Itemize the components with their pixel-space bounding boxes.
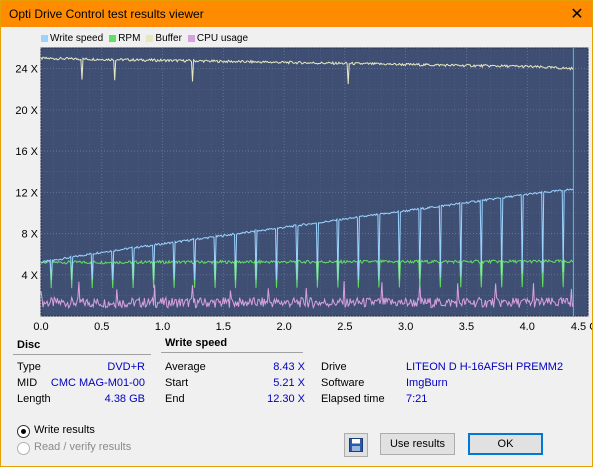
end-value: 12.30 X xyxy=(267,393,305,405)
x-tick-label: 0.5 xyxy=(94,321,109,333)
x-tick-label: 0.0 xyxy=(33,321,48,333)
elapsed-time-label: Elapsed time xyxy=(321,393,385,405)
software-label: Software xyxy=(321,377,365,389)
series-buffer xyxy=(40,56,574,85)
write-results-radio[interactable] xyxy=(17,425,30,438)
legend-item: Buffer xyxy=(146,33,182,44)
legend-item: Write speed xyxy=(41,33,103,44)
disc-length-label: Length xyxy=(17,393,51,405)
close-icon[interactable]: ✕ xyxy=(570,6,584,23)
y-tick-label: 16 X xyxy=(15,146,38,158)
y-tick-label: 8 X xyxy=(21,229,38,241)
legend-item: CPU usage xyxy=(187,33,249,44)
legend-label: CPU usage xyxy=(196,33,249,44)
x-tick-label: 3.0 xyxy=(398,321,413,333)
disc-mid-label: MID xyxy=(17,377,38,389)
legend-label: Buffer xyxy=(155,33,182,44)
drive-label: Drive xyxy=(321,361,347,373)
floppy-disk-icon xyxy=(349,438,363,452)
average-label: Average xyxy=(165,361,206,373)
legend-label: RPM xyxy=(118,33,141,44)
y-tick-label: 4 X xyxy=(21,270,38,282)
y-tick-label: 12 X xyxy=(15,187,38,199)
read-verify-label[interactable]: Read / verify results xyxy=(34,441,132,453)
x-tick-label: 3.5 xyxy=(459,321,474,333)
legend-swatch xyxy=(187,34,195,42)
y-tick-label: 20 X xyxy=(15,105,38,117)
write-speed-section-title: Write speed xyxy=(165,337,228,349)
legend-swatch xyxy=(41,34,48,42)
x-tick-label: 4.5 GB xyxy=(571,321,592,333)
average-value: 8.43 X xyxy=(273,361,305,373)
disc-mid-value: CMC MAG-M01-00 xyxy=(50,377,145,389)
x-tick-label: 1.5 xyxy=(216,321,231,333)
series-cpu-usage xyxy=(40,281,574,310)
chart-area: 24 X 20 X 16 X 12 X 8 X 4 X 0.0 0.5 1.0 1.5 2.0 2.5… xyxy=(1,28,592,336)
disc-divider xyxy=(13,354,151,355)
start-label: Start xyxy=(165,377,189,389)
legend-swatch xyxy=(109,34,117,42)
legend-swatch xyxy=(146,34,154,42)
disc-section-title: Disc xyxy=(17,339,41,351)
drive-value: LITEON D H-16AFSH PREMM2 xyxy=(406,361,564,373)
x-tick-label: 1.0 xyxy=(155,321,170,333)
series-rpm xyxy=(40,258,574,289)
disc-length-value: 4.38 GB xyxy=(104,393,145,405)
window-title: Opti Drive Control test results viewer xyxy=(9,7,204,21)
end-label: End xyxy=(165,393,185,405)
disc-type-value: DVD+R xyxy=(107,361,145,373)
y-tick-label: 24 X xyxy=(15,64,38,76)
x-tick-label: 2.0 xyxy=(276,321,291,333)
write-speed-divider xyxy=(161,352,303,353)
series-write-speed xyxy=(40,188,574,280)
use-results-button[interactable]: Use results xyxy=(380,433,455,455)
elapsed-time-value: 7:21 xyxy=(406,393,428,405)
disc-type-label: Type xyxy=(17,361,41,373)
software-value: ImgBurn xyxy=(406,377,448,389)
x-tick-label: 2.5 xyxy=(337,321,352,333)
plot-background xyxy=(40,47,589,317)
write-results-label[interactable]: Write results xyxy=(34,424,95,436)
save-button[interactable] xyxy=(344,433,368,457)
read-verify-radio[interactable] xyxy=(17,442,30,455)
legend-label: Write speed xyxy=(50,33,104,44)
x-tick-label: 4.0 xyxy=(520,321,535,333)
start-value: 5.21 X xyxy=(273,377,305,389)
speed-chart: 24 X 20 X 16 X 12 X 8 X 4 X 0.0 0.5 1.0 1.5 2.0 2.5… xyxy=(15,47,592,333)
legend-item: RPM xyxy=(109,33,140,44)
chart-legend: Write speed RPM Buffer CPU usage xyxy=(41,33,250,44)
ok-button[interactable]: OK xyxy=(468,433,543,455)
title-bar: Opti Drive Control test results viewer ✕ xyxy=(1,1,592,27)
